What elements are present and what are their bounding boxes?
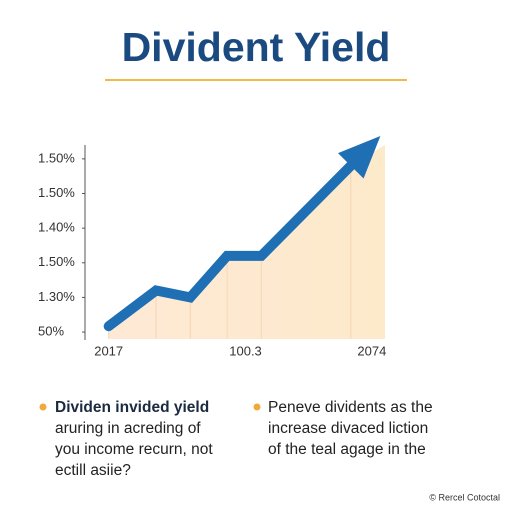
arrowhead (338, 135, 381, 179)
footer: © Rercel Cotoctal (429, 492, 500, 502)
note-line: aruring in acreding of (55, 420, 201, 437)
note-line: ectill asiie? (55, 462, 131, 479)
x-tick-label: 2017 (94, 343, 123, 358)
y-tick-label: 1.50% (38, 150, 75, 165)
note-line: you income recurn, not (55, 441, 213, 458)
note-line: Dividen invided yield (55, 399, 209, 416)
bullet (253, 403, 261, 411)
x-tick-label: 100.3 (229, 343, 262, 358)
y-tick-label: 1.40% (38, 220, 75, 235)
line (103, 160, 356, 332)
notes: Dividen invided yield aruring in acreding… (55, 399, 433, 479)
note-line: Peneve dividents as the (268, 399, 433, 416)
note-line: increase divaced liction (268, 420, 428, 437)
x-tick-label: 2074 (357, 343, 386, 358)
area (108, 145, 386, 339)
y-tick-label: 1.50% (38, 254, 75, 269)
bullet (39, 403, 47, 411)
chart-title: Divident Yield (122, 24, 391, 70)
note-line: of the teal agage in the (268, 441, 426, 458)
y-tick-label: 1.30% (38, 289, 75, 304)
plot: 50% 1.30% 1.50% 1.40% 1.50% 1.50% 2017 100.3 207… (38, 135, 386, 358)
y-tick-label: 50% (38, 324, 64, 339)
y-tick-label: 1.50% (38, 185, 75, 200)
